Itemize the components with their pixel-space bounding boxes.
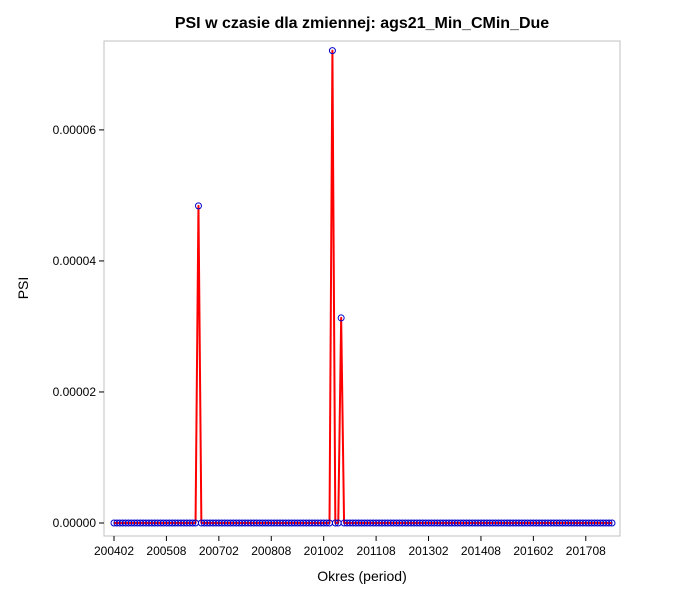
x-tick-label: 201408 [461,544,501,558]
plot-frame [103,40,621,537]
series-layer [110,47,616,527]
data-point [194,202,202,210]
x-tick-label: 201602 [513,544,553,558]
x-tick-label: 201708 [566,544,606,558]
x-axis: 200402 200508 200702 200808 201002 201108 2013… [94,536,606,558]
y-axis-label: PSI [15,277,31,300]
data-point [323,519,331,527]
y-tick-label: 0.00004 [53,254,97,268]
data-point [605,519,613,527]
data-point [337,314,345,322]
data-point [608,519,616,527]
x-tick-label: 201302 [409,544,449,558]
x-tick-label: 201108 [357,544,396,558]
x-tick-label: 201002 [304,544,344,558]
data-point [189,519,197,527]
x-tick-label: 200508 [146,544,186,558]
chart-title: PSI w czasie dla zmiennej: ags21_Min_CMi… [175,15,549,32]
data-point [328,47,336,55]
x-axis-label: Okres (period) [317,568,406,584]
y-axis: 0.00000 0.00002 0.00004 0.00006 [53,123,104,530]
x-tick-label: 200402 [94,544,134,558]
series-line [114,49,612,524]
data-point [331,519,339,527]
y-tick-label: 0.00006 [53,123,97,137]
x-tick-label: 200808 [251,544,291,558]
y-tick-label: 0.00002 [53,385,97,399]
y-tick-label: 0.00000 [53,516,97,530]
x-tick-label: 200702 [199,544,239,558]
